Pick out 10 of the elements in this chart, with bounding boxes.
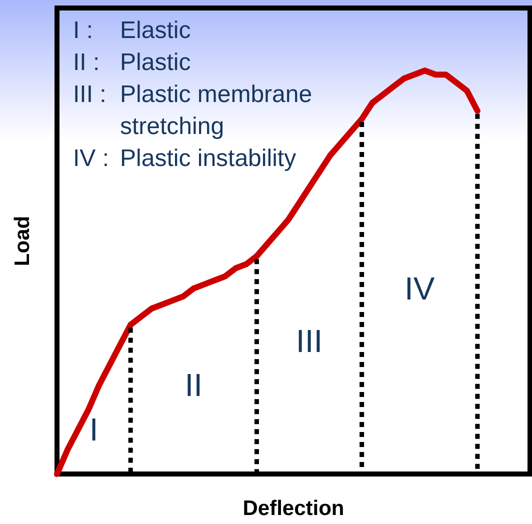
x-axis-title: Deflection <box>242 497 344 520</box>
annotation: III : Plastic membrane stretching <box>73 81 312 140</box>
text: I : Elastic <box>73 17 191 44</box>
annotation: I <box>89 412 98 448</box>
annotation: IV : Plastic instability <box>73 145 296 172</box>
y-axis-title: Load <box>11 216 34 266</box>
annotation: IV <box>404 270 436 306</box>
annotation: III <box>296 322 323 359</box>
annotation: II : Plastic <box>73 49 191 76</box>
annotation: II <box>184 367 203 404</box>
